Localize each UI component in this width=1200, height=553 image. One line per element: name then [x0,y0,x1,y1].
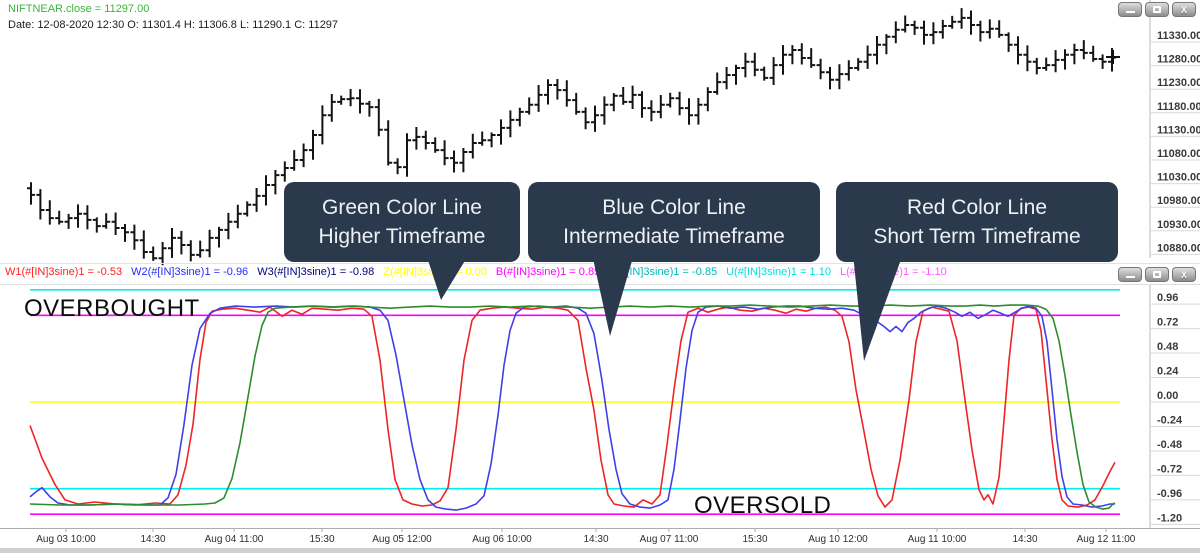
window-bottom-edge [0,548,1200,553]
price-axis-tick: 11180.00 [1157,101,1200,113]
callout-blue-line: Blue Color Line Intermediate Timeframe [528,182,820,262]
oscillator-axis-tick: 0.00 [1157,390,1178,402]
ohlc-bars [27,8,1116,266]
oscillator-axis-tick: -0.72 [1157,463,1182,475]
callout-green-line2: Higher Timeframe [318,225,486,248]
time-axis-label: Aug 03 10:00 [36,534,96,545]
oscillator-window-buttons: X [1118,267,1196,282]
time-axis-label: 14:30 [583,534,608,545]
symbol-close-title: NIFTNEAR.close = 11297.00 [8,3,150,15]
minimize-button[interactable] [1118,267,1142,282]
indicator-label-w2: W2(#[IN]3sine)1 = -0.96 [131,266,249,278]
callout-green-line1: Green Color Line [322,196,482,219]
time-axis-label: Aug 10 12:00 [808,534,868,545]
oscillator-axis-tick: 0.72 [1157,317,1178,329]
time-axis-label: 15:30 [742,534,767,545]
indicator-label-s: S(#[IN]3sine)1 = -0.85 [609,266,718,278]
price-axis-tick: 10930.00 [1157,219,1200,231]
callout-blue-line2: Intermediate Timeframe [563,225,785,248]
minimize-button[interactable] [1118,2,1142,17]
time-axis-label: Aug 07 11:00 [640,534,699,545]
time-axis-label: Aug 12 11:00 [1077,534,1136,545]
oscillator-axis-tick: -0.96 [1157,488,1182,500]
close-icon: X [1180,269,1187,280]
maximize-icon [1153,6,1161,13]
oscillator-axis-tick: -0.48 [1157,439,1182,451]
time-axis-label: 14:30 [1012,534,1037,545]
price-axis-tick: 11130.00 [1157,124,1200,136]
indicator-label-z: Z(#[IN]3sine)1 = 0.00 [383,266,487,278]
indicator-labels-row: W1(#[IN]3sine)1 = -0.53 W2(#[IN]3sine)1 … [5,266,947,278]
close-icon: X [1180,4,1187,15]
callout-red-line1: Red Color Line [906,196,1048,219]
callout-green-line: Green Color Line Higher Timeframe [284,182,520,262]
time-axis-label: Aug 05 12:00 [372,534,432,545]
oversold-label: OVERSOLD [694,492,832,519]
oscillator-axis-tick: -0.24 [1157,415,1183,427]
indicator-label-b: B(#[IN]3sine)1 = 0.85 [495,266,601,278]
minimize-icon [1125,275,1135,278]
maximize-icon [1153,271,1161,278]
series-intermediate-blue [29,305,1115,511]
close-button[interactable]: X [1172,267,1196,282]
time-axis-label: 14:30 [140,534,165,545]
oscillator-axis-tick: 0.48 [1157,341,1178,353]
indicator-label-w3: W3(#[IN]3sine)1 = -0.98 [257,266,375,278]
indicator-label-l: L(#[IN]3sine)1 = -1.10 [839,266,947,278]
price-window-buttons: X [1118,2,1196,17]
crosshair-cursor [1106,50,1120,64]
overbought-label: OVERBOUGHT [24,295,200,322]
ohlc-info-line: Date: 12-08-2020 12:30 O: 11301.4 H: 113… [8,19,339,31]
indicator-label-w1: W1(#[IN]3sine)1 = -0.53 [5,266,123,278]
oscillator-axis-tick: -1.20 [1157,512,1182,524]
series-short-term-red [29,306,1116,508]
time-axis-label: Aug 04 11:00 [205,534,264,545]
time-axis-label: Aug 11 10:00 [908,534,967,545]
close-button[interactable]: X [1172,2,1196,17]
price-axis-tick: 11030.00 [1157,172,1200,184]
callout-red-line2: Short Term Timeframe [873,225,1081,248]
price-axis-tick: 11280.00 [1157,54,1200,66]
price-axis-tick: 11080.00 [1157,148,1200,160]
price-axis-tick: 11230.00 [1157,77,1200,89]
callout-blue-line1: Blue Color Line [602,196,746,219]
time-axis-label: Aug 06 10:00 [472,534,532,545]
maximize-button[interactable] [1145,267,1169,282]
time-axis-label: 15:30 [309,534,334,545]
oscillator-axis-tick: 0.24 [1157,366,1179,378]
price-axis-tick: 11330.00 [1157,30,1200,42]
price-axis-tick: 10980.00 [1157,195,1200,207]
indicator-label-u: U(#[IN]3sine)1 = 1.10 [726,266,831,278]
minimize-icon [1125,10,1135,13]
series-higher-green [29,304,1116,510]
callout-red-line: Red Color Line Short Term Timeframe [836,182,1118,262]
price-axis-tick: 10880.00 [1157,242,1200,254]
oscillator-axis-tick: 0.96 [1157,292,1178,304]
maximize-button[interactable] [1145,2,1169,17]
